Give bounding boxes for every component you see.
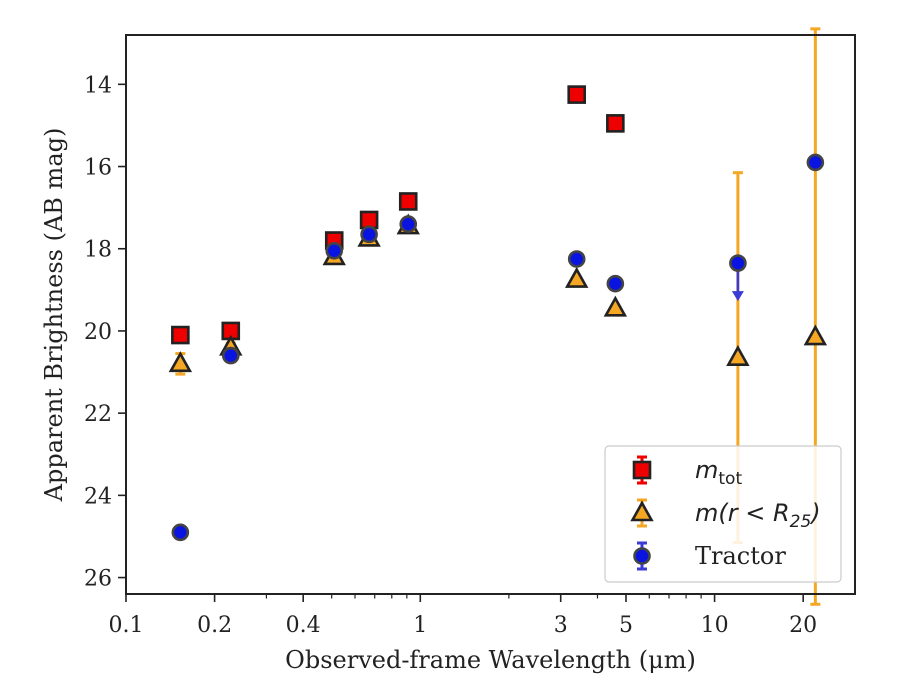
y-tick-label: 24	[84, 484, 112, 509]
y-tick-label: 14	[84, 73, 112, 98]
y-tick-label: 26	[84, 567, 112, 592]
triangle-marker	[726, 344, 750, 366]
circle-marker	[633, 547, 651, 565]
triangle-marker	[564, 266, 589, 288]
y-tick-label: 20	[84, 320, 112, 345]
x-tick-label: 5	[619, 613, 633, 638]
legend-label: mtot	[695, 456, 742, 489]
y-axis-title: Apparent Brightness (AB mag)	[40, 128, 68, 503]
circle-marker	[399, 215, 418, 233]
circle-marker	[729, 254, 747, 272]
circle-marker	[325, 241, 344, 260]
x-axis-title: Observed-frame Wavelength (μm)	[285, 646, 696, 674]
circle-marker	[171, 523, 190, 542]
triangle-marker	[603, 295, 628, 317]
legend-box	[604, 445, 842, 583]
circle-marker	[221, 346, 240, 365]
x-tick-label: 10	[701, 613, 729, 638]
circle-marker	[567, 250, 586, 268]
square-marker	[632, 460, 652, 480]
legend: mtot m(r < R25) Tractor	[604, 445, 842, 583]
circle-marker	[606, 274, 625, 293]
legend-label: m(r < R25)	[695, 499, 821, 532]
y-tick-label: 18	[84, 238, 112, 263]
triangle-marker	[168, 351, 193, 373]
legend-label: Tractor	[695, 542, 786, 570]
upper-limit-arrowhead	[731, 291, 744, 302]
triangle-marker	[630, 500, 654, 522]
x-tick-label: 3	[554, 613, 568, 638]
square-marker	[567, 85, 587, 104]
x-tick-label: 0.2	[197, 613, 232, 638]
axis-ticks: 0.1 0.2 0.4 1 3 5 10 20 14 16 18 20 22 24 26	[84, 73, 817, 638]
triangle-marker	[803, 324, 828, 346]
y-tick-label: 22	[84, 402, 112, 427]
circle-marker	[360, 225, 378, 244]
x-tick-label: 0.4	[286, 613, 321, 638]
square-marker	[398, 192, 418, 211]
square-marker	[171, 325, 190, 345]
circle-marker	[806, 153, 825, 172]
x-tick-label: 20	[789, 613, 817, 638]
square-marker	[606, 114, 625, 133]
data-markers	[168, 85, 828, 542]
x-tick-label: 0.1	[109, 613, 144, 638]
y-tick-label: 16	[84, 156, 112, 181]
x-tick-label: 1	[413, 613, 427, 638]
plot-frame	[125, 34, 856, 595]
